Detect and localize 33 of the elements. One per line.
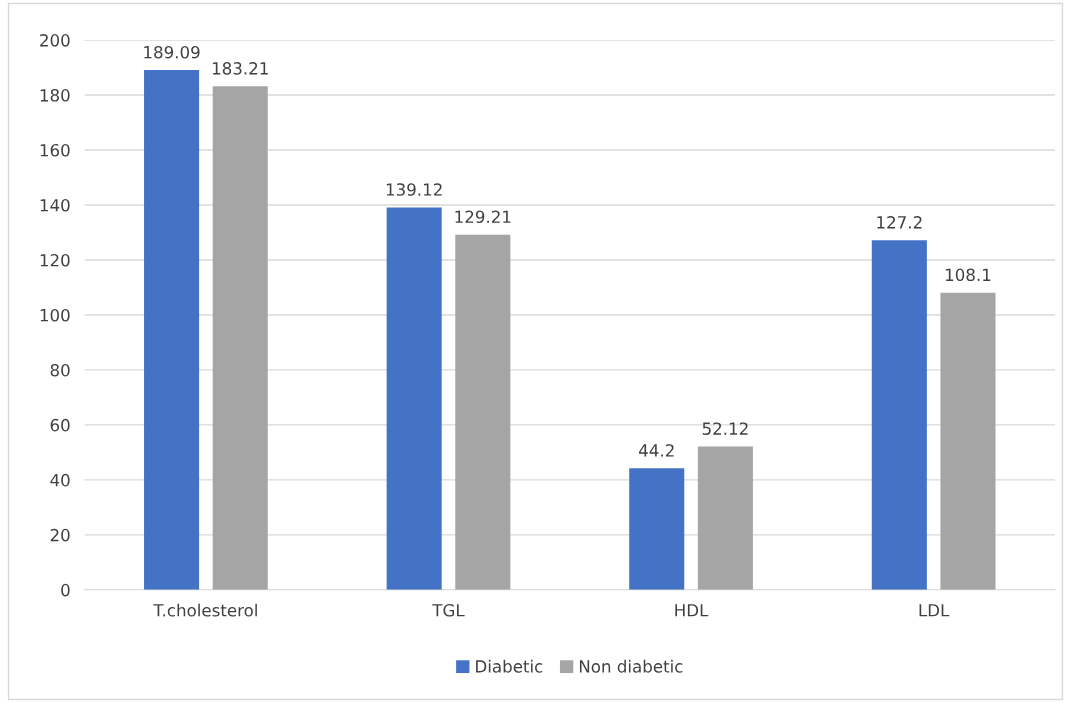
x-tick-label: T.cholesterol [153, 603, 257, 617]
data-label: 183.21 [212, 62, 268, 75]
legend-label: Non diabetic [579, 659, 683, 673]
bar [212, 86, 268, 590]
legend-label: Diabetic [476, 659, 543, 673]
y-tick-label: 180 [40, 89, 70, 102]
y-tick-label: 140 [40, 198, 70, 212]
y-tick-label: 200 [40, 34, 70, 47]
data-label: 44.2 [639, 444, 674, 457]
y-tick-label: 100 [40, 308, 70, 322]
data-label: 108.1 [945, 268, 991, 282]
y-tick-label: 0 [61, 583, 70, 597]
bar [871, 240, 927, 590]
x-tick-label: LDL [919, 604, 950, 617]
x-tick-label: HDL [675, 604, 709, 617]
data-label: 129.21 [455, 210, 511, 224]
y-tick-label: 60 [50, 418, 70, 432]
y-tick-label: 40 [50, 473, 70, 487]
y-tick-label: 160 [40, 143, 70, 157]
data-label: 127.2 [877, 216, 922, 229]
bar [455, 234, 511, 590]
bar [386, 207, 442, 590]
data-label: 189.09 [144, 45, 200, 59]
y-tick-label: 120 [40, 253, 70, 267]
bar [144, 70, 200, 590]
bar [697, 446, 753, 590]
x-tick-label: TGL [432, 604, 465, 617]
bar [629, 468, 685, 590]
bar [940, 292, 996, 590]
y-tick-label: 20 [50, 528, 70, 542]
y-tick-label: 80 [50, 363, 70, 377]
data-label: 139.12 [386, 183, 442, 196]
data-label: 52.12 [702, 422, 748, 435]
